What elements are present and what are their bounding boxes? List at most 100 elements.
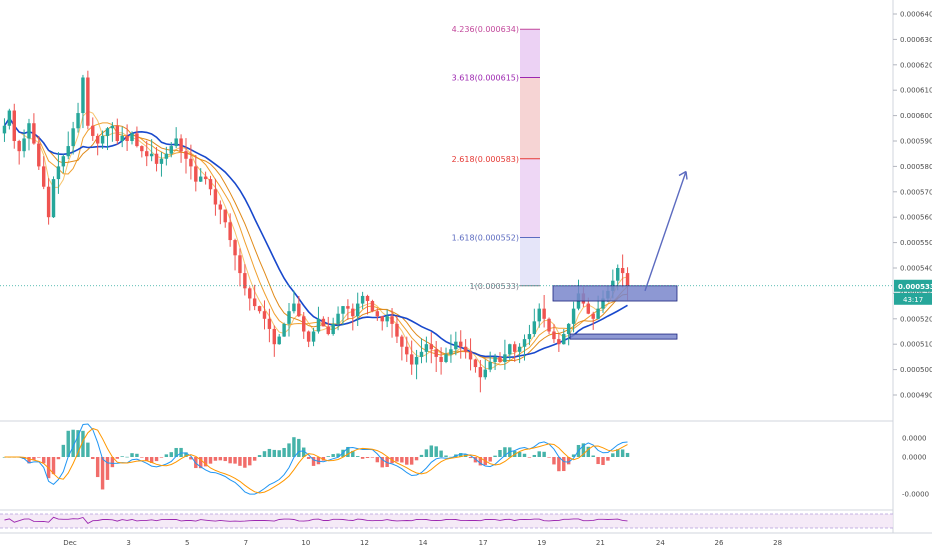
projection-arrow[interactable] — [644, 170, 688, 292]
macd-histogram-bar — [439, 450, 443, 457]
candle-body — [620, 268, 625, 274]
ma-line — [3, 116, 628, 359]
candle-body — [434, 349, 438, 357]
macd-histogram-bar — [262, 451, 267, 457]
price-tick-label: 0.000550 — [900, 239, 932, 247]
candle-body — [262, 311, 267, 319]
macd-histogram-bar — [429, 445, 434, 457]
candle-body — [71, 128, 75, 147]
macd-histogram-bar — [61, 444, 66, 457]
candle-body — [282, 323, 286, 337]
macd-histogram-bar — [419, 454, 424, 457]
time-tick-label: 10 — [301, 539, 310, 547]
rsi-line — [4, 516, 628, 524]
macd-panel — [2, 423, 630, 495]
macd-histogram-bar — [140, 457, 144, 458]
candle-body — [547, 318, 551, 332]
candle-body — [135, 133, 139, 147]
macd-axis: 0.0000 0.0000 -0.0000 — [902, 435, 929, 499]
support-zone-upper[interactable] — [552, 285, 678, 302]
candle-body — [508, 344, 512, 355]
macd-histogram-bar — [375, 457, 380, 463]
candle-body — [203, 176, 208, 180]
fib-level-label: 3.618(0.000615) — [452, 74, 519, 83]
candle-body — [297, 303, 301, 317]
macd-histogram-bar — [311, 457, 316, 466]
candle-body — [100, 135, 105, 144]
candle-body — [218, 204, 223, 210]
candle-body — [390, 316, 394, 324]
candle-body — [488, 361, 492, 370]
time-tick-label: 17 — [479, 539, 488, 547]
candle-body — [562, 334, 566, 345]
candle-body — [164, 153, 169, 159]
time-tick-label: 19 — [537, 539, 546, 547]
candle-body — [125, 135, 129, 141]
fib-level-label: 1.618(0.000552) — [452, 234, 519, 243]
arrow-shaft[interactable] — [644, 171, 687, 292]
macd-histogram-bar — [292, 437, 296, 457]
candle-body — [566, 323, 571, 335]
candle-body — [159, 158, 164, 164]
candle-body — [336, 313, 340, 324]
macd-signal-line — [4, 427, 628, 494]
macd-histogram-bar — [115, 457, 120, 459]
candle-body — [360, 295, 365, 304]
candle-body — [149, 153, 154, 157]
macd-histogram-bar — [130, 453, 134, 457]
macd-histogram-bar — [257, 455, 262, 457]
macd-histogram-bar — [601, 457, 605, 466]
candle-body — [380, 316, 384, 322]
macd-histogram-bar — [596, 457, 600, 465]
fibonacci-extension[interactable]: 4.236(0.000634) 3.618(0.000615) 2.618(0.00… — [452, 25, 540, 291]
price-tick-label: 0.000620 — [900, 61, 932, 69]
candle-body — [311, 331, 316, 342]
candle-body — [424, 344, 429, 352]
arrow-head — [678, 170, 688, 180]
price-tick-label: 0.000630 — [900, 36, 932, 44]
macd-histogram-bar — [238, 457, 242, 466]
candle-body — [375, 311, 380, 317]
macd-histogram-bar — [228, 457, 232, 464]
macd-histogram-bar — [468, 457, 473, 459]
candle-body — [179, 138, 183, 152]
rsi-panel — [0, 513, 893, 529]
fib-level-label: 4.236(0.000634) — [452, 25, 519, 34]
macd-histogram-bar — [591, 455, 595, 457]
macd-histogram-bar — [351, 450, 355, 457]
candle-body — [7, 110, 12, 126]
candle-body — [2, 125, 7, 134]
candle-body — [616, 268, 620, 281]
macd-histogram-bar — [537, 451, 541, 457]
support-zone-lower[interactable] — [569, 333, 678, 340]
candle-body — [586, 303, 591, 314]
macd-histogram-bar — [287, 443, 291, 457]
macd-histogram-bar — [267, 448, 272, 457]
macd-histogram-bar — [125, 456, 129, 458]
macd-histogram-bar — [277, 450, 281, 457]
price-tick-label: 0.000490 — [900, 392, 932, 400]
macd-histogram-bar — [409, 457, 414, 465]
candle-body — [625, 273, 630, 286]
price-tick-label: 0.000580 — [900, 163, 932, 171]
macd-histogram-bar — [424, 449, 429, 457]
macd-histogram-bar — [459, 453, 463, 457]
candle-body — [571, 308, 576, 324]
macd-histogram-bar — [498, 450, 502, 457]
candle-body — [27, 123, 31, 139]
candle-body — [130, 133, 134, 141]
time-tick-label: 21 — [596, 539, 605, 547]
candle-body — [145, 151, 149, 157]
candle-body — [76, 113, 80, 129]
macd-histogram-bar — [625, 452, 630, 457]
macd-histogram-bar — [586, 446, 591, 457]
macd-histogram-bar — [76, 430, 80, 457]
candle-body — [86, 77, 90, 126]
macd-histogram-bar — [542, 451, 546, 457]
macd-histogram-bar — [203, 457, 208, 467]
price-tick-label: 0.000520 — [900, 315, 932, 323]
macd-histogram-bar — [503, 447, 507, 457]
macd-histogram-bar — [100, 457, 105, 490]
macd-histogram-bar — [360, 457, 365, 459]
